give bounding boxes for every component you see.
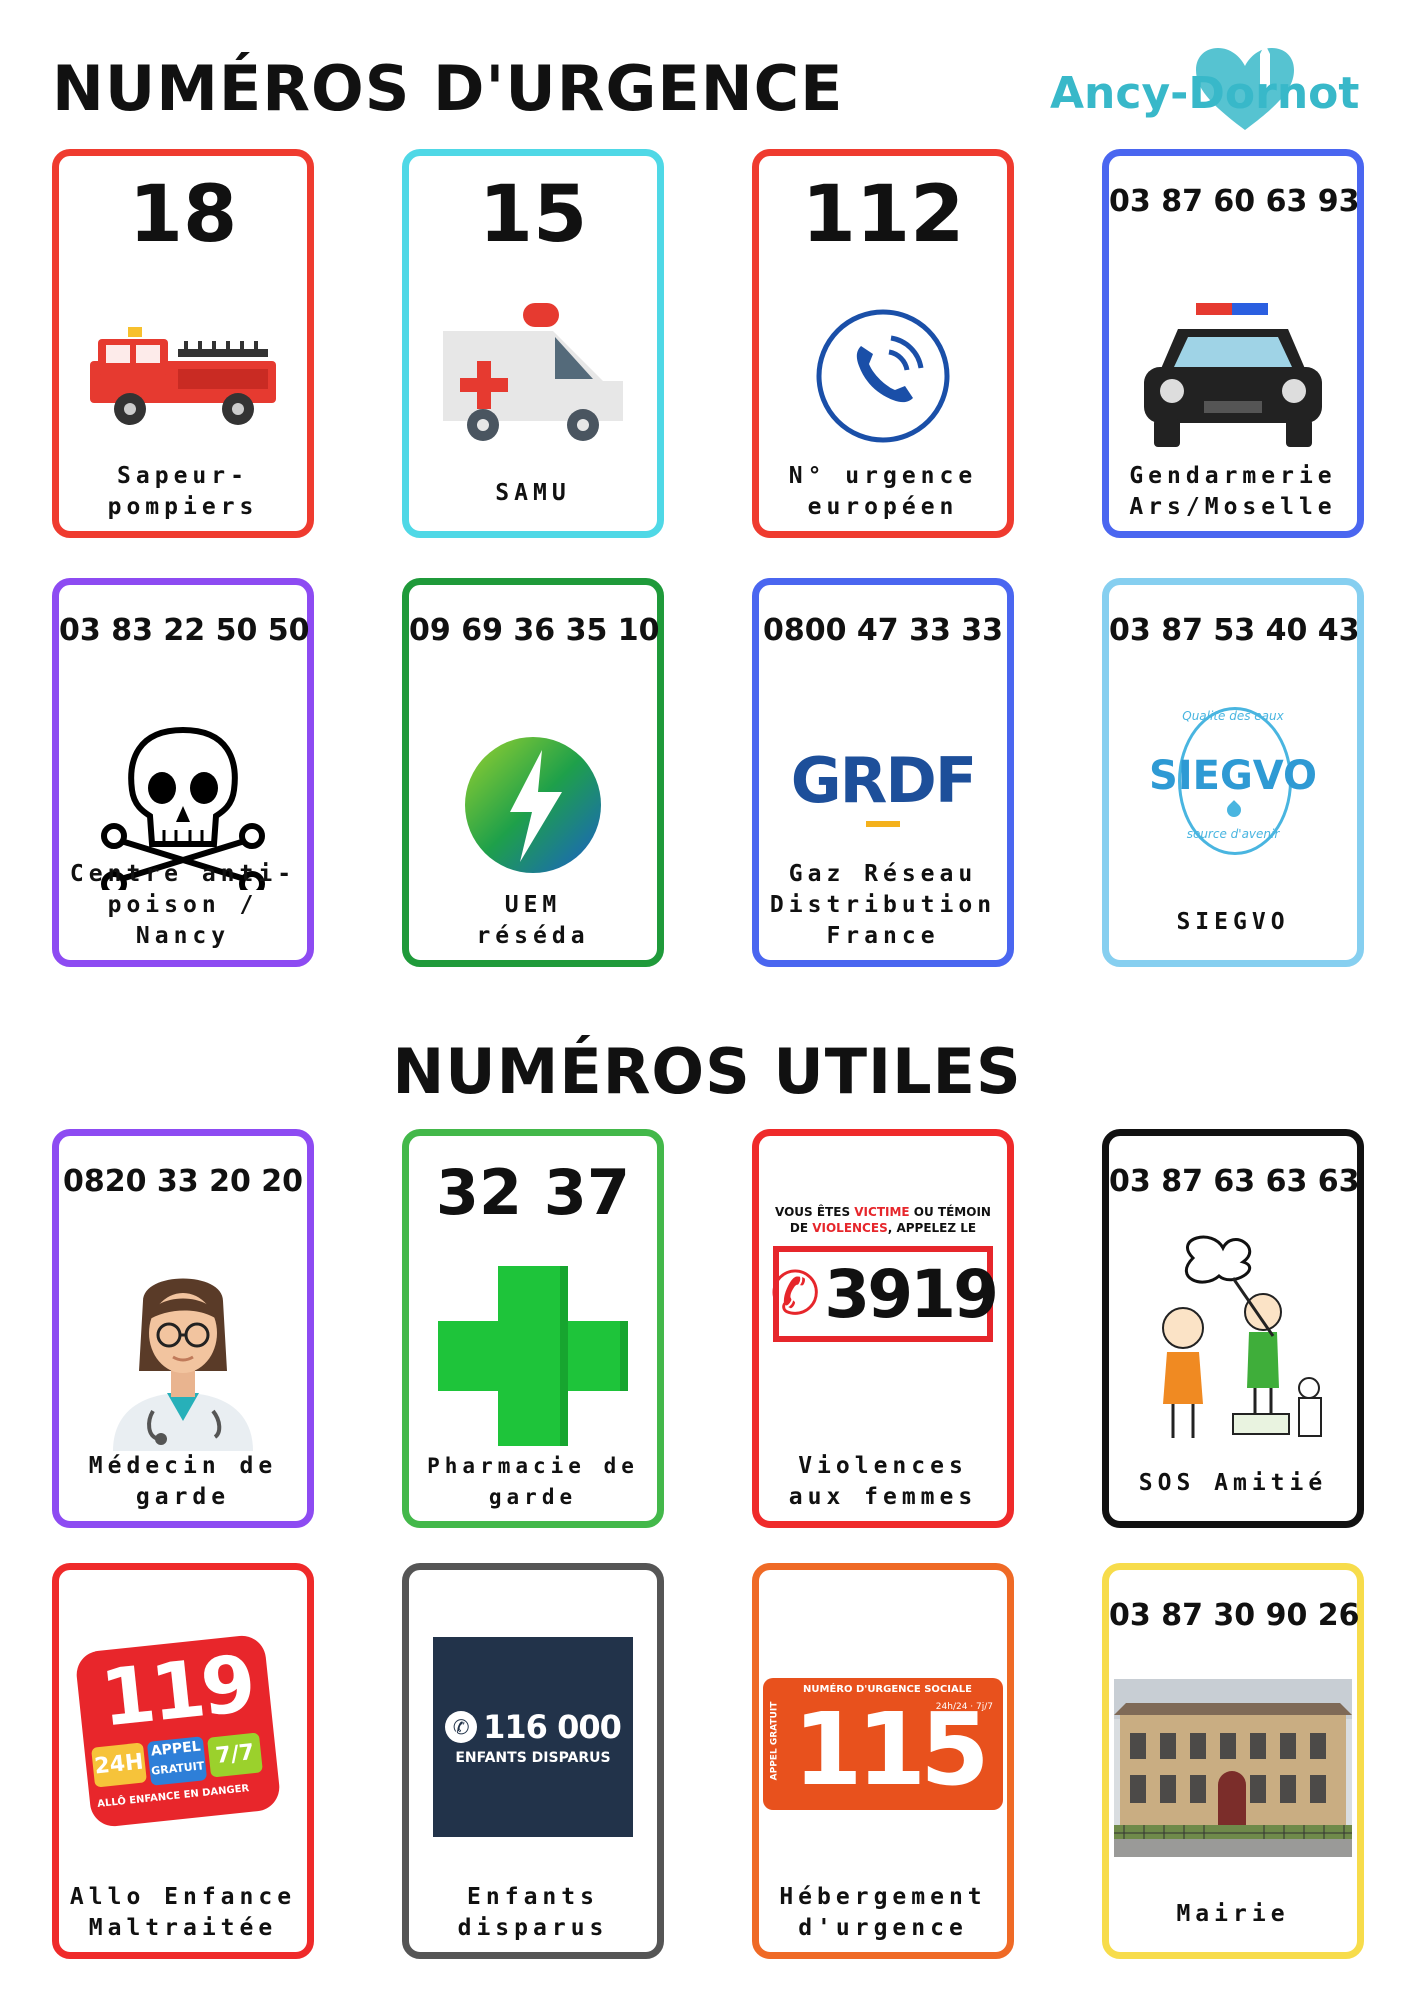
card-number: 03 87 63 63 63 (1109, 1164, 1360, 1199)
116000-logo: ✆ 116 000 ENFANTS DISPARUS (409, 1634, 657, 1839)
card-number: 18 (128, 170, 238, 260)
card-medecin-garde[interactable]: 0820 33 20 20 Médecin de garde (52, 1129, 314, 1528)
ambulance-icon (409, 276, 657, 476)
card-enfants-disparus[interactable]: ✆ 116 000 ENFANTS DISPARUS Enfants dispar… (402, 1563, 664, 1959)
police-car-icon (1109, 276, 1357, 476)
card-number: 03 87 60 63 93 (1109, 184, 1360, 219)
title-useful-numbers: NUMÉROS UTILES (392, 1035, 1022, 1108)
card-hebergement-urgence[interactable]: NUMÉRO D'URGENCE SOCIALE 24h/24 · 7j/7 A… (752, 1563, 1014, 1959)
skull-icon (59, 705, 307, 905)
town-hall-photo (1109, 1678, 1357, 1858)
card-label: Gaz Réseau Distribution France (769, 861, 997, 949)
card-grdf[interactable]: 0800 47 33 33 GRDF Gaz Réseau Distributio… (752, 578, 1014, 967)
grdf-logo: GRDF (759, 715, 1007, 855)
card-label: Sapeur-pompiers (107, 463, 259, 520)
3919-logo: VOUS ÊTES VICTIME OU TÉMOIN DE VIOLENCES… (759, 1198, 1007, 1348)
card-mairie[interactable]: 03 87 30 90 26 Mairie (1102, 1563, 1364, 1959)
card-number: 03 83 22 50 50 (59, 613, 310, 648)
card-allo-enfance[interactable]: 119 24H APPEL GRATUIT 7/7 ALLÔ ENFANCE EN… (52, 1563, 314, 1959)
card-number: 0820 33 20 20 (62, 1164, 304, 1199)
title-emergency-numbers: NUMÉROS D'URGENCE (52, 52, 844, 125)
phone-icon (759, 276, 1007, 476)
card-label: Enfants disparus (457, 1884, 609, 1941)
card-samu[interactable]: 15 SAMU (402, 149, 664, 538)
card-label: Centre anti-poison / Nancy (69, 861, 297, 949)
card-sos-amitie[interactable]: 03 87 63 63 63 SOS Amitié (1102, 1129, 1364, 1528)
heart-logo-icon (1196, 44, 1294, 130)
card-number: 112 (801, 170, 965, 260)
card-centre-antipoison[interactable]: 03 83 22 50 50 Centre anti-poison / Nanc… (52, 578, 314, 967)
card-112[interactable]: 112 N° urgence européen (752, 149, 1014, 538)
card-number: 15 (478, 170, 588, 260)
card-violences-femmes[interactable]: VOUS ÊTES VICTIME OU TÉMOIN DE VIOLENCES… (752, 1129, 1014, 1528)
card-siegvo[interactable]: 03 87 53 40 43 Qualité des eaux SIEGVO s… (1102, 578, 1364, 967)
lightning-logo-icon (409, 705, 657, 905)
card-label: SIEGVO (1176, 909, 1290, 935)
card-pharmacie-garde[interactable]: 32 37 Pharmacie de garde (402, 1129, 664, 1528)
fire-truck-icon (59, 276, 307, 476)
card-sapeurs-pompiers[interactable]: 18 Sapeur-pompiers (52, 149, 314, 538)
pharmacy-cross-icon (409, 1256, 657, 1456)
card-uem-reseda[interactable]: 09 69 36 35 10 UEM réséda (402, 578, 664, 967)
card-number: 0800 47 33 33 (762, 613, 1004, 648)
doctor-icon (59, 1256, 307, 1456)
card-label: N° urgence européen (788, 463, 978, 520)
card-number: 32 37 (435, 1156, 631, 1229)
card-gendarmerie[interactable]: 03 87 60 63 93 Gendarmerie Ars/Moselle (1102, 149, 1364, 538)
ancy-dornot-logo: Ancy-Dornot (1040, 44, 1380, 134)
115-logo: NUMÉRO D'URGENCE SOCIALE 24h/24 · 7j/7 A… (759, 1674, 1007, 1814)
siegvo-logo: Qualité des eaux SIEGVO source d'avenir (1109, 690, 1357, 870)
logo-text: Ancy-Dornot (1050, 68, 1360, 119)
card-label: Allo Enfance Maltraitée (69, 1884, 297, 1941)
119-logo: 119 24H APPEL GRATUIT 7/7 ALLÔ ENFANCE EN… (59, 1628, 307, 1829)
card-number: 03 87 53 40 43 (1109, 613, 1360, 648)
card-label: Hébergement d'urgence (779, 1884, 987, 1941)
card-label: Mairie (1176, 1901, 1290, 1927)
card-number: 09 69 36 35 10 (409, 613, 660, 648)
card-label: SOS Amitié (1138, 1470, 1328, 1496)
card-number: 03 87 30 90 26 (1109, 1598, 1360, 1633)
card-label: Pharmacie de garde (427, 1454, 639, 1509)
card-label: Médecin de garde (88, 1453, 278, 1510)
sos-amitie-illustration (1109, 1228, 1357, 1448)
card-label: Violences aux femmes (788, 1453, 978, 1510)
card-label: SAMU (495, 480, 571, 506)
card-label: Gendarmerie Ars/Moselle (1129, 463, 1337, 520)
card-label: UEM réséda (476, 892, 590, 949)
